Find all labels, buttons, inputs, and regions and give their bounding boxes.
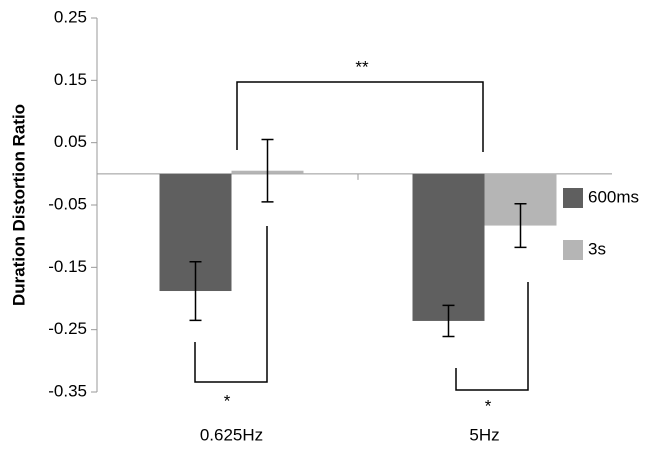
legend-label: 3s bbox=[588, 239, 606, 258]
x-tick-label: 0.625Hz bbox=[200, 425, 263, 444]
annotation: * bbox=[224, 391, 231, 410]
legend-swatch bbox=[563, 188, 583, 208]
bracket bbox=[236, 81, 484, 152]
y-tick-label: 0.25 bbox=[54, 7, 87, 26]
bracket bbox=[194, 226, 268, 383]
bar bbox=[412, 173, 485, 321]
bracket bbox=[455, 282, 529, 391]
annotation: * bbox=[485, 396, 492, 415]
error-bar bbox=[442, 304, 455, 338]
error-bar bbox=[514, 203, 527, 249]
error-bar bbox=[261, 138, 274, 203]
x-tick-label: 5Hz bbox=[469, 425, 499, 444]
legend-label: 600ms bbox=[588, 187, 639, 206]
y-tick-label: -0.35 bbox=[48, 381, 87, 400]
legend-swatch bbox=[563, 240, 583, 260]
y-tick-label: -0.15 bbox=[48, 257, 87, 276]
brackets bbox=[194, 81, 529, 391]
y-tick-label: -0.05 bbox=[48, 194, 87, 213]
annotation: ** bbox=[355, 57, 369, 76]
y-tick-label: -0.25 bbox=[48, 319, 87, 338]
error-bar bbox=[189, 260, 202, 322]
y-axis-label: Duration Distortion Ratio bbox=[9, 104, 28, 306]
y-tick-label: 0.05 bbox=[54, 132, 87, 151]
y-tick-label: 0.15 bbox=[54, 70, 87, 89]
